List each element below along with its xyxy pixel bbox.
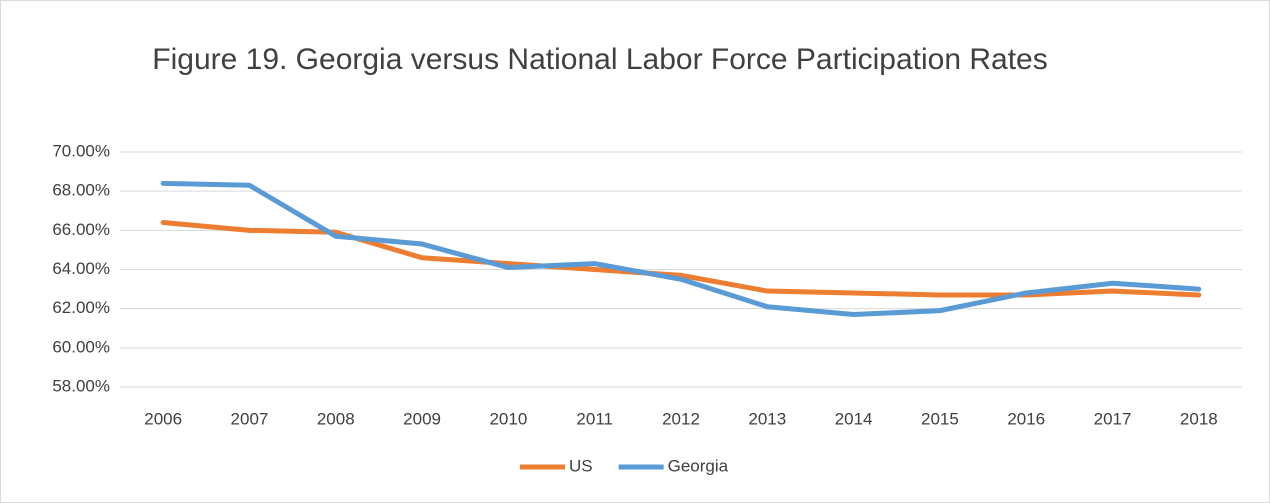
y-tick-label: 58.00% [52,376,110,395]
x-tick-label: 2009 [403,409,441,428]
x-tick-label: 2011 [576,409,613,428]
chart-title: Figure 19. Georgia versus National Labor… [152,43,1048,76]
x-tick-label: 2016 [1007,409,1045,428]
legend-label: Georgia [668,456,729,475]
x-tick-label: 2010 [489,409,527,428]
y-tick-label: 68.00% [52,181,110,200]
x-tick-label: 2013 [748,409,786,428]
x-tick-label: 2014 [835,409,873,428]
y-tick-label: 60.00% [52,337,110,356]
x-tick-label: 2015 [921,409,959,428]
x-tick-label: 2007 [231,409,269,428]
x-tick-label: 2017 [1094,409,1132,428]
y-tick-label: 70.00% [52,141,110,160]
y-tick-label: 66.00% [52,220,110,239]
y-tick-label: 64.00% [52,259,110,278]
series-line [160,180,1202,318]
x-tick-label: 2012 [662,409,700,428]
x-tick-label: 2008 [317,409,355,428]
legend-label: US [569,456,593,475]
x-tick-label: 2018 [1180,409,1218,428]
x-tick-label: 2006 [144,409,182,428]
y-tick-label: 62.00% [52,298,110,317]
